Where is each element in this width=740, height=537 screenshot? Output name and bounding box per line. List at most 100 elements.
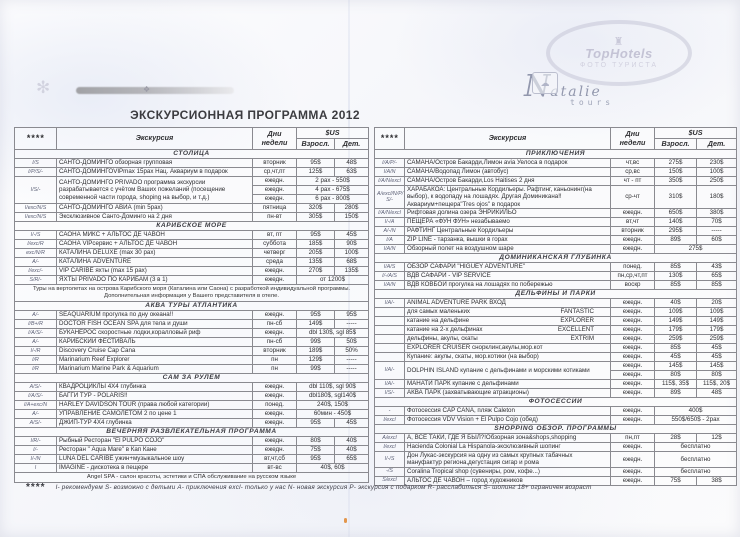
- table-row: I/A/- DOLPHIN ISLAND купание с дельфинами…: [374, 360, 738, 380]
- price-span-cell: бесплатно: [654, 441, 738, 452]
- excursion-cell: САНТО-ДОМИНГО PRIVADO программа экскурси…: [56, 176, 253, 204]
- price-child-cell: 50%: [333, 345, 370, 356]
- section-header: САМ ЗА РУЛЁМ: [13, 372, 370, 383]
- note-row: Туры на вертолетах на острова Карибского…: [13, 284, 370, 302]
- excursion-cell: КАТАЛИНА ADVENTURE: [56, 257, 253, 267]
- excursion-name-right: EXPLORER: [560, 317, 595, 325]
- excursion-cell: Обзорный полет на воздушном шаре: [404, 243, 612, 254]
- price-child-cell: 68$: [333, 257, 370, 267]
- child-price-header: Дет.: [696, 138, 738, 150]
- excursion-name: катание на 2-х дельфинах: [407, 326, 483, 334]
- days-cell: ежедн.: [610, 414, 656, 425]
- code-cell: I/excl: [374, 414, 406, 425]
- price-adult-cell: 95$: [296, 417, 335, 428]
- excursion-name: САОНА VIPсервис + АЛЬТОС ДЕ ЧАВОН: [59, 240, 178, 248]
- excursion-cell: VIP CARIBE яхты (max 15 pax): [56, 266, 253, 276]
- code-cell: I/-/R: [14, 345, 57, 356]
- excursion-name: Рыбный Ресторан "El PULPO COJO": [59, 437, 165, 445]
- building-icon: ♜: [613, 35, 625, 48]
- table-row: A/excl А, ВСЕ ТАКИ, ГДЕ Я БЫЛ?!Обзорная з…: [374, 432, 738, 443]
- days-cell: пн,ср,чт,пт: [610, 270, 656, 281]
- table-row: -/S Coralina Tropical shop (сувениры, ром…: [374, 466, 738, 477]
- section-row: ДЕЛЬФИНЫ И ПАРКИ: [374, 288, 738, 299]
- table-row: I/A/- ANIMAL ADVENTURE PARK ВХОД ежедн. 40$…: [374, 297, 738, 308]
- excursion-cell: Discovery Cruise Cap Cana: [56, 345, 253, 356]
- table-row: A/- КАТАЛИНА ADVENTURE среда 135$ 68$: [14, 257, 370, 267]
- price-span-cell: 4 pax - 675$: [295, 185, 370, 195]
- excursion-cell: дельфины, акулы, скаты EXTRIM: [404, 333, 612, 344]
- table-row: EXPLORER CRUISER снорклинг,акулы,мор.кот…: [374, 342, 738, 353]
- code-cell: I/A/-: [374, 297, 406, 308]
- price-child-cell: 95$: [333, 309, 370, 320]
- adult-price-header: Взросл.: [296, 138, 335, 150]
- table-row: I/-/S САОНА МИКС + АЛЬТОС ДЕ ЧАВОН вт, пт 9…: [14, 230, 370, 240]
- excursion-cell: ПЕЩЕРА «ФУН ФУН» незабываемо: [404, 216, 612, 227]
- scan-smudge-artifact: [76, 87, 234, 94]
- days-cell: ежедн.: [252, 275, 297, 285]
- code-cell: I/-/A: [374, 216, 406, 227]
- excursion-name: КАТАЛИНА DELUXE (max 30 pax): [59, 249, 156, 257]
- excursion-cell: Фотосессия VDV Vision + El Pulpo Cojo (о…: [404, 414, 612, 425]
- excursion-cell: катание на дельфине EXPLORER: [404, 315, 612, 326]
- price-adult-cell: 179$: [654, 324, 698, 335]
- excursion-name: УПРАВЛЕНИЕ САМОЛЁТОМ 2 по цене 1: [59, 410, 177, 418]
- price-adult-cell: 129$: [296, 354, 335, 365]
- price-adult-cell: 109$: [654, 306, 698, 317]
- price-child-cell: 145$: [696, 360, 738, 371]
- code-cell: I/A/N: [374, 243, 406, 254]
- excursion-name: Фотосессия VDV Vision + El Pulpo Cojo (о…: [407, 416, 538, 424]
- section-header: АКВА ТУРЫ АТЛАНТИКА: [13, 300, 370, 311]
- code-cell: A/-: [14, 257, 57, 267]
- price-child-cell: 180$: [696, 185, 738, 209]
- excursion-cell: КАРИБСКИЙ ФЕСТИВАЛЬ: [56, 336, 253, 347]
- left-table: **** Экскурсия Дни недели $US Взросл. Дет. СТО…: [13, 127, 370, 483]
- days-cell: вторник: [610, 225, 656, 236]
- price-adult-cell: 85$: [654, 261, 698, 272]
- excursion-name: ЯХТЫ PRIVADO ПО КАРИБАМ (3 в 1): [59, 276, 168, 284]
- section-row: SHOPPING ОБЗОР. ПРОГРАММЫ: [374, 423, 738, 434]
- table-row: I/A/N ВДВ КОВБОЙ прогулка на лошадях по п…: [374, 279, 738, 290]
- excursion-cell: БАГГИ ТУР - POLARIS!!: [56, 390, 253, 401]
- price-child-cell: 90$: [333, 239, 370, 249]
- price-adult-cell: 185$: [296, 239, 335, 249]
- price-adult-cell: 85$: [654, 279, 698, 290]
- excursion-name: Эксклюзивное Санто-Доминго на 2 дня: [59, 213, 172, 221]
- code-cell: A/excl: [374, 432, 406, 443]
- currency-column-header: $US: [654, 127, 738, 139]
- excursion-cell: EXPLORER CRUISER снорклинг,акулы,мор.кот: [404, 342, 612, 353]
- excursion-cell: Marinarium Reef Explorer: [56, 354, 253, 365]
- code-cell: I/A/N: [374, 167, 406, 177]
- table-row: A/S/- ДЖИП-ТУР 4X4 глубинка ежедн. 95$ 45$: [14, 417, 370, 428]
- excursion-cell: Купание: акулы, скаты, мор.котики (на вы…: [404, 351, 612, 362]
- excursion-cell: LUNA DEL CARIBE ужин+музыкальное шоу: [56, 453, 253, 464]
- table-row: I/exc/N/S Эксклюзивное Санто-Доминго на 2…: [14, 212, 370, 222]
- days-cell: пн-вт: [252, 212, 297, 222]
- excursion-cell: САНТО-ДОМИНГО обзорная групповая: [56, 158, 253, 168]
- price-child-cell: -----: [333, 354, 370, 365]
- code-cell: I/exc/N/S: [14, 203, 57, 213]
- section-header: ДЕЛЬФИНЫ И ПАРКИ: [374, 288, 738, 299]
- price-child-cell: 135$: [333, 266, 370, 276]
- price-child-cell: 85$: [696, 279, 738, 290]
- price-span-cell: 240$, 150$: [295, 399, 370, 410]
- days-cell: ежедн.: [610, 378, 656, 389]
- excursion-cell: Фотосессия CAP CANA, пляж Caleton: [404, 405, 612, 416]
- price-span-cell: 550$/650$ - 2pax: [654, 414, 738, 425]
- code-cell: I/P/S/-: [14, 167, 57, 177]
- section-header: СТОЛИЦА: [13, 149, 370, 159]
- price-child-cell: 50$: [333, 336, 370, 347]
- excursion-name: DOCTOR FISH OCEAN SPA для тела и души: [59, 320, 188, 328]
- days-cell: ежедн.: [610, 243, 656, 254]
- price-span-cell: 2 pax - 550$: [295, 176, 370, 186]
- excursion-cell: САНТО-ДОМИНГОVIPmax 15pax Нац. Аквариум …: [56, 167, 253, 177]
- excursion-cell: Эксклюзивное Санто-Доминго на 2 дня: [56, 212, 253, 222]
- code-cell: I/-/N: [14, 453, 57, 464]
- price-adult-cell: 99$: [296, 336, 335, 347]
- table-row: I IMAGINE - дискотека в пещере вт-вс 40$, 6…: [14, 462, 370, 473]
- excursion-name: САНТО-ДОМИНГОVIPmax 15pax Нац. Аквариум …: [59, 168, 228, 176]
- scan-speck-icon: ❖: [143, 85, 151, 94]
- flower-watermark-icon: ✻: [36, 78, 51, 97]
- code-cell: I/A: [374, 234, 406, 245]
- days-cell: понед.: [610, 261, 656, 272]
- table-row: I/A/N САМАНА/Водопад Лимон (автобус) ср,вс…: [374, 167, 738, 177]
